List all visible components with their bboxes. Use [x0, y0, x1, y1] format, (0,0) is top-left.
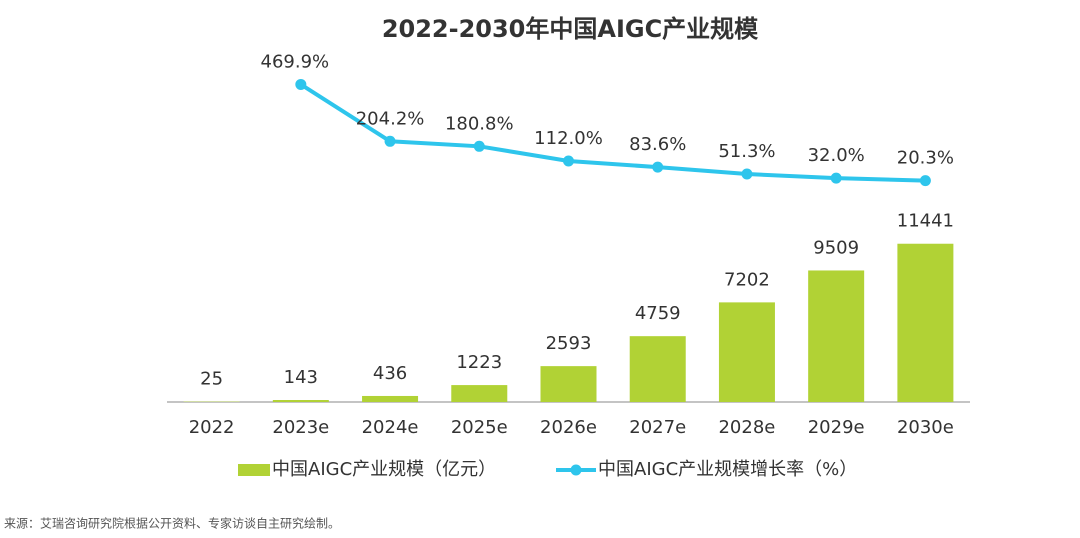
line-point: [919, 175, 931, 187]
data-label: 20.3%: [897, 148, 954, 169]
bar: [629, 336, 686, 402]
data-label: 32.0%: [808, 145, 865, 166]
line-point: [741, 168, 753, 180]
data-label: 436: [373, 363, 407, 384]
source-note: 来源：艾瑞咨询研究院根据公开资料、专家访谈自主研究绘制。: [4, 516, 340, 531]
bar: [362, 395, 419, 402]
line-point: [295, 78, 307, 90]
bar: [808, 270, 865, 402]
x-tick-label: 2023e: [272, 417, 329, 438]
chart-title: 2022-2030年中国AIGC产业规模: [382, 15, 759, 43]
line-point: [652, 161, 664, 173]
data-label: 51.3%: [718, 141, 775, 162]
data-label: 1223: [456, 352, 502, 373]
x-tick-label: 2029e: [808, 417, 865, 438]
legend-label: 中国AIGC产业规模增长率（%）: [598, 459, 857, 480]
legend-label: 中国AIGC产业规模（亿元）: [272, 459, 496, 480]
x-tick-label: 2022: [189, 417, 235, 438]
x-tick-label: 2025e: [451, 417, 508, 438]
x-tick-label: 2027e: [629, 417, 686, 438]
data-label: 204.2%: [356, 108, 425, 129]
line-point: [563, 155, 574, 167]
bar: [540, 366, 597, 402]
x-tick-label: 2028e: [718, 417, 775, 438]
line-point: [384, 135, 396, 147]
data-label: 9509: [813, 237, 859, 258]
data-label: 83.6%: [629, 134, 686, 155]
data-label: 2593: [546, 333, 592, 354]
data-label: 25: [200, 369, 223, 390]
data-label: 469.9%: [261, 51, 330, 72]
bar: [451, 385, 508, 402]
bar: [897, 243, 954, 402]
x-tick-label: 2030e: [897, 417, 954, 438]
x-tick-label: 2024e: [362, 417, 419, 438]
legend-swatch: [570, 464, 582, 476]
line-point: [830, 172, 842, 184]
line: [299, 82, 926, 183]
bar: [272, 400, 329, 402]
x-tick-label: 2026e: [540, 417, 597, 438]
data-label: 112.0%: [534, 128, 603, 149]
data-label: 180.8%: [445, 113, 514, 134]
data-label: 143: [284, 367, 318, 388]
legend-swatch: [238, 464, 270, 476]
bar: [718, 302, 775, 402]
data-label: 4759: [635, 303, 681, 324]
line-point: [473, 140, 485, 152]
data-label: 7202: [724, 269, 770, 290]
data-label: 11441: [897, 211, 954, 232]
